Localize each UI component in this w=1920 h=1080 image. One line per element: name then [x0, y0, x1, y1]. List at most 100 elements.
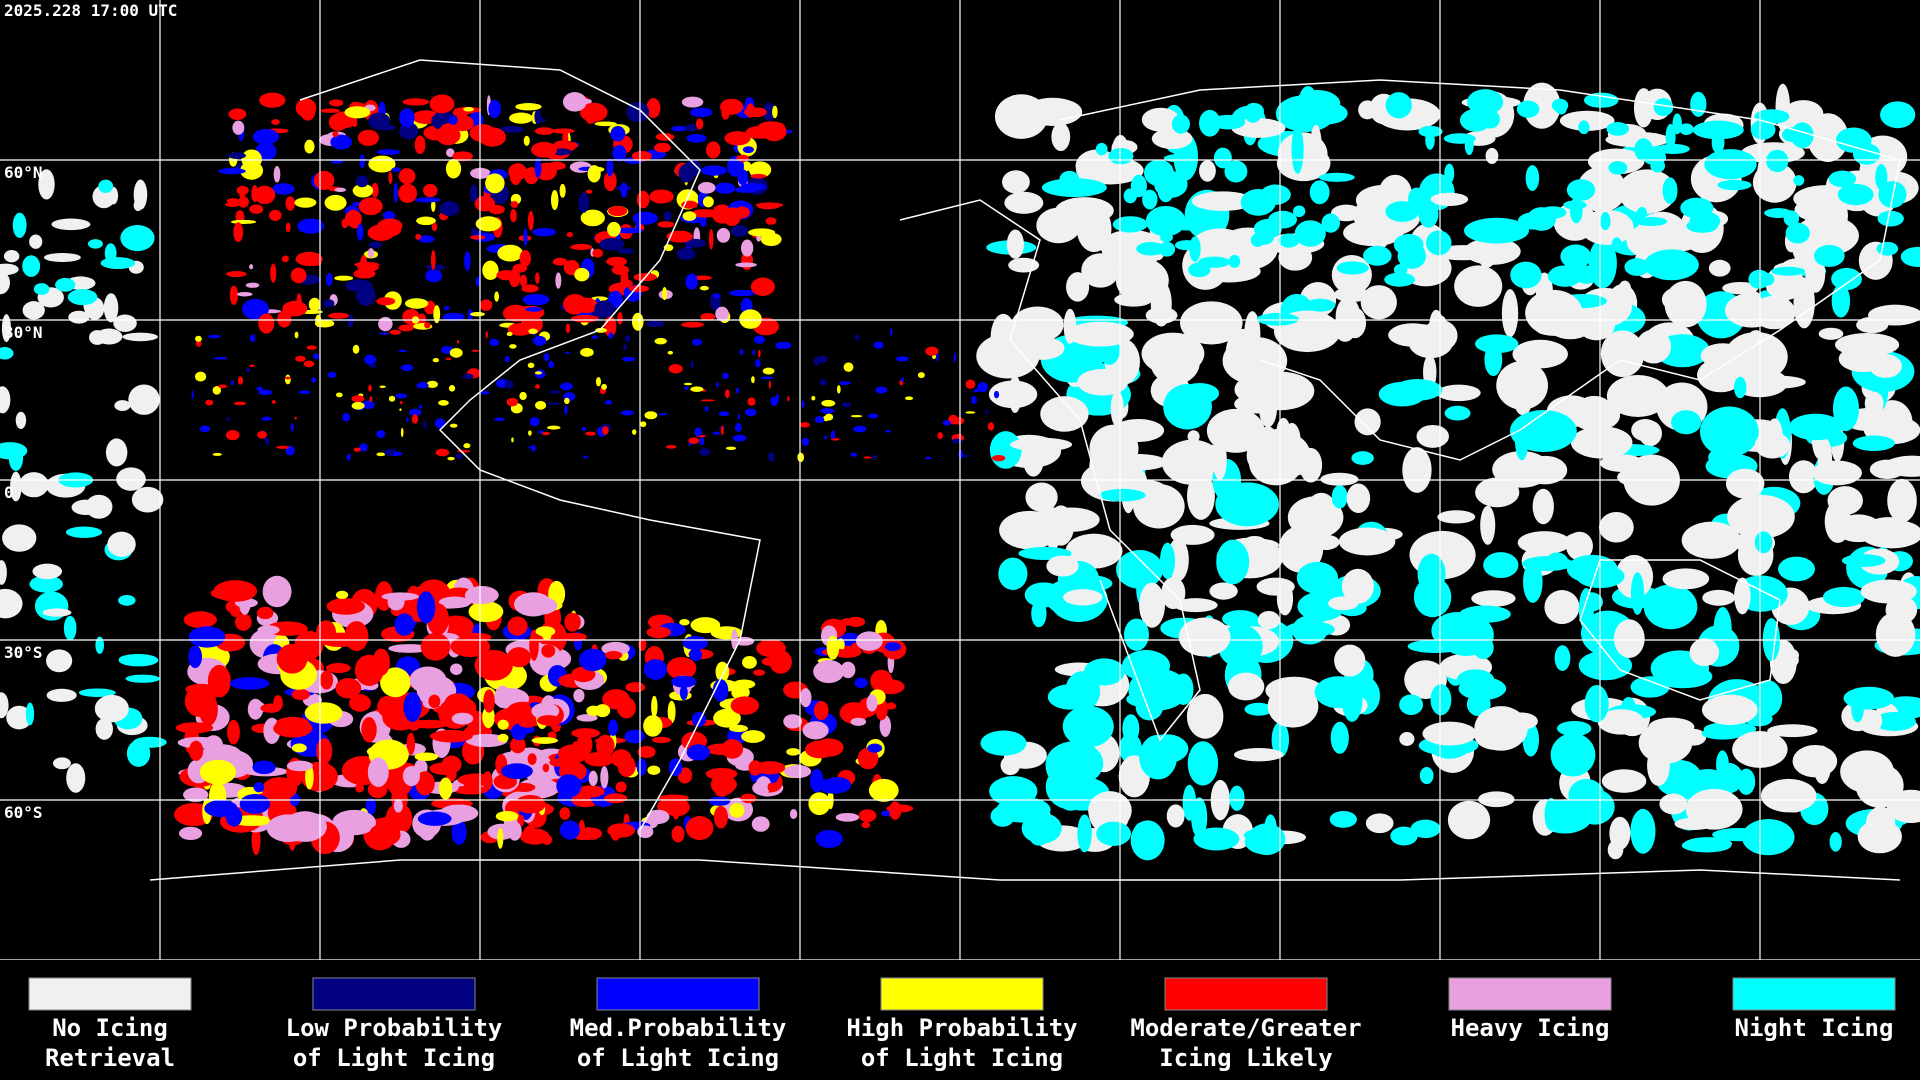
cloud-blob [286, 760, 313, 772]
cloud-blob [87, 239, 103, 249]
cloud-blob [451, 819, 467, 845]
graticule [0, 0, 1920, 961]
cloud-blob [1785, 222, 1810, 244]
cloud-blob [1597, 709, 1645, 735]
cloud-blob [1336, 261, 1369, 275]
cloud-blob [284, 376, 291, 380]
cloud-blob [480, 391, 490, 395]
cloud-blob [1171, 114, 1190, 134]
cloud-blob [1788, 460, 1819, 494]
cloud-blob [399, 408, 402, 412]
cloud-blob [1525, 289, 1583, 336]
cloud-blob [601, 383, 607, 390]
cloud-blob [683, 238, 707, 248]
cloud-blob [1828, 170, 1857, 188]
cloud-blob [1724, 331, 1788, 382]
cloud-blob [246, 368, 250, 372]
cloud-blob [1437, 510, 1476, 524]
cloud-blob [205, 399, 214, 406]
cloud-blob [525, 306, 543, 312]
cloud-blob [95, 636, 105, 654]
cloud-blob [295, 355, 306, 362]
cloud-blob [46, 649, 73, 673]
cloud-blob [303, 360, 315, 368]
cloud-blob [1407, 639, 1464, 653]
cloud-blob [971, 395, 977, 405]
cloud-blob [1886, 789, 1920, 824]
cloud-blob [1222, 610, 1259, 628]
cloud-blob [841, 402, 851, 408]
cloud-blob [1139, 734, 1178, 780]
cloud-blob [120, 224, 155, 252]
cloud-blob [1422, 721, 1477, 746]
cloud-blob [508, 268, 521, 288]
cloud-blob [1384, 272, 1415, 287]
cloud-blob [823, 776, 852, 794]
cloud-blob [285, 222, 291, 233]
cloud-blob [1611, 237, 1622, 252]
legend-label: Night Icing [1735, 1014, 1894, 1042]
cloud-blob [352, 183, 374, 198]
cloud-blob [1363, 245, 1392, 266]
cloud-blob [1483, 552, 1519, 579]
cloud-blob [1216, 539, 1250, 585]
cloud-blob [510, 208, 517, 223]
cloud-blob [1182, 784, 1197, 821]
cloud-blob [1354, 408, 1381, 436]
cloud-blob [0, 271, 10, 295]
cloud-blob [1599, 454, 1644, 472]
cloud-blob [1875, 612, 1916, 657]
cloud-blob [647, 765, 661, 775]
cloud-blob [133, 179, 148, 210]
cloud-blob [527, 211, 534, 231]
cloud-blob [601, 426, 609, 435]
cloud-blob [304, 702, 343, 724]
cloud-blob [751, 816, 770, 832]
coastline [1579, 559, 1781, 701]
cloud-blob [1856, 780, 1893, 796]
cloud-blob [699, 448, 711, 456]
cloud-blob [1793, 277, 1815, 329]
cloud-blob [752, 349, 755, 356]
cloud-blob [1309, 180, 1330, 205]
legend-label: Low Probability [286, 1014, 503, 1042]
cloud-blob [368, 384, 372, 392]
cloud-blob [379, 332, 390, 335]
cloud-blob [381, 592, 419, 601]
cloud-blob [1077, 368, 1129, 396]
cloud-blob [1865, 806, 1896, 841]
cloud-blob [720, 425, 724, 435]
cloud-blob [52, 757, 71, 770]
cloud-blob [1209, 582, 1238, 600]
cloud-blob [697, 182, 716, 194]
cloud-blob [557, 744, 589, 764]
cloud-blob [204, 799, 238, 818]
latitude-label: 60°S [4, 803, 43, 822]
legend-label: Heavy Icing [1451, 1014, 1610, 1042]
cloud-blob [1716, 750, 1729, 780]
cloud-blob [608, 719, 619, 736]
cloud-blob [735, 262, 757, 268]
cloud-blob [188, 740, 204, 761]
cloud-blob [1187, 430, 1200, 443]
cloud-blob [348, 209, 357, 220]
cloud-blob [335, 392, 343, 398]
cloud-blob [813, 660, 845, 684]
cloud-blob [1467, 89, 1504, 115]
cloud-blob [559, 183, 566, 198]
cloud-blob [346, 314, 354, 328]
cloud-blob [529, 417, 540, 427]
cloud-blob [488, 204, 505, 215]
cloud-blob [1822, 586, 1866, 608]
cloud-blob [32, 563, 63, 580]
cloud-blob [100, 257, 136, 270]
cloud-blob [690, 360, 694, 370]
cloud-blob [1617, 466, 1666, 488]
coastline [299, 59, 761, 831]
cloud-blob [1717, 179, 1752, 191]
cloud-blob [376, 430, 386, 439]
cloud-blob [531, 444, 536, 452]
cloud-blob [1257, 610, 1280, 630]
cloud-blob [608, 206, 628, 217]
cloud-blob [323, 299, 335, 308]
